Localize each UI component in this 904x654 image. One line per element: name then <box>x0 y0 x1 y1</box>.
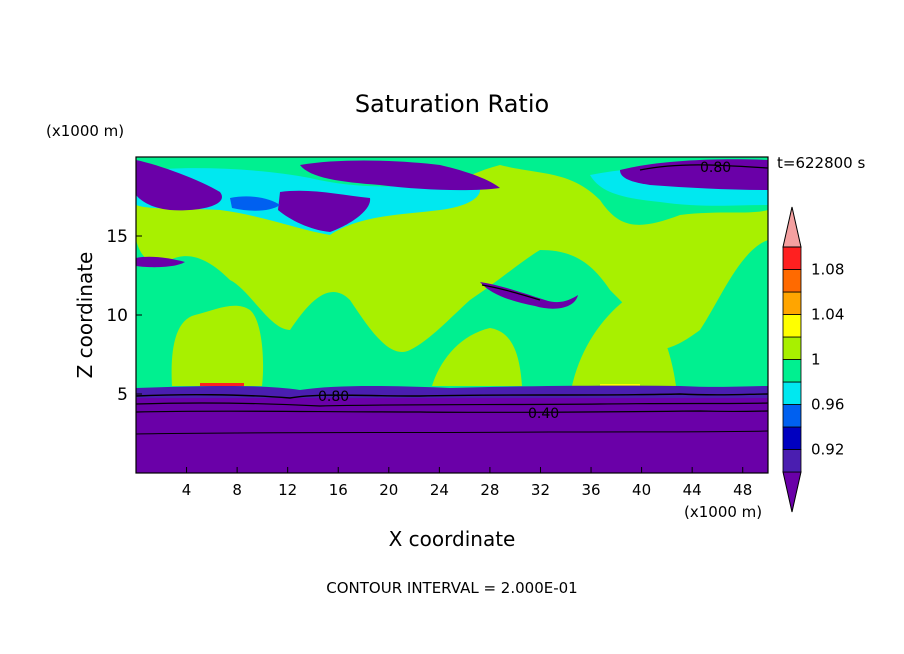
colorbar-swatch <box>782 359 802 383</box>
plot-area: 0.80 0.80 0.40 4 8 12 16 20 24 28 32 36 40 44 48 51… <box>106 156 769 499</box>
y-tick-label: 5 <box>117 385 128 405</box>
x-tick-label: 24 <box>430 481 449 499</box>
field-bubble-middle <box>432 328 522 386</box>
chart-title: Saturation Ratio <box>355 90 549 118</box>
colorbar-label: 1.08 <box>811 261 844 279</box>
colorbar-swatch <box>782 291 802 315</box>
contour-line-020 <box>136 430 768 435</box>
colorbar-swatch <box>782 269 802 293</box>
contour-line-upper <box>639 164 768 171</box>
colorbar: 0.92 0.96 1 1.04 1.08 <box>782 206 844 513</box>
contour-label-boundary-top: 0.80 <box>318 389 349 405</box>
field-boundary-layer <box>136 398 768 473</box>
x-axis-label: X coordinate <box>389 527 516 551</box>
contour-label-boundary-mid: 0.40 <box>528 406 559 422</box>
y-tick-label: 10 <box>106 306 128 326</box>
contour-label-upper: 0.80 <box>700 160 731 176</box>
field-bubble-left <box>171 305 264 386</box>
x-tick-label: 8 <box>232 481 242 499</box>
x-tick-label: 16 <box>329 481 348 499</box>
x-tick-label: 32 <box>531 481 550 499</box>
field-dry-patch-upper-center <box>278 190 371 232</box>
field-dry-patch-upper-left-inner <box>136 160 222 211</box>
colorbar-over-triangle <box>782 206 802 248</box>
colorbar-label: 0.92 <box>811 441 844 459</box>
colorbar-swatch <box>782 336 802 360</box>
colorbar-under-triangle <box>782 471 802 513</box>
colorbar-label: 1.04 <box>811 306 844 324</box>
contour-line-040 <box>136 410 768 414</box>
x-tick-label: 12 <box>278 481 297 499</box>
colorbar-label: 1 <box>811 351 821 369</box>
x-axis-ticks: 4 8 12 16 20 24 28 32 36 40 44 48 <box>182 467 752 499</box>
field-streak-left <box>200 383 244 386</box>
colorbar-swatch <box>782 246 802 270</box>
field-dry-patch-mid <box>480 282 578 309</box>
contour-line-060 <box>136 402 768 407</box>
x-unit-label: (x1000 m) <box>684 503 762 521</box>
x-tick-label: 28 <box>480 481 499 499</box>
colorbar-swatch <box>782 314 802 338</box>
contour-field: 0.80 0.80 0.40 <box>136 157 768 473</box>
x-tick-label: 48 <box>733 481 752 499</box>
colorbar-swatch <box>782 381 802 405</box>
y-tick-label: 15 <box>106 227 128 247</box>
x-tick-label: 44 <box>683 481 702 499</box>
y-axis-ticks: 5 10 15 <box>106 227 142 405</box>
y-axis-label: Z coordinate <box>73 252 97 379</box>
colorbar-swatch <box>782 426 802 450</box>
x-tick-label: 40 <box>632 481 651 499</box>
y-unit-label: (x1000 m) <box>46 122 124 140</box>
contour-line-080 <box>136 393 768 399</box>
field-dry-patch-blue <box>230 196 280 211</box>
colorbar-swatch <box>782 449 802 473</box>
contour-interval-note: CONTOUR INTERVAL = 2.000E-01 <box>326 579 577 597</box>
field-dry-patch-left-band <box>136 256 185 268</box>
contour-line-mid <box>481 284 541 301</box>
x-tick-label: 36 <box>581 481 600 499</box>
field-boundary-layer-transition <box>136 385 768 400</box>
field-dry-patch-top <box>300 160 500 191</box>
x-tick-label: 20 <box>379 481 398 499</box>
time-label: t=622800 s <box>777 154 865 172</box>
field-bubble-right <box>572 299 676 386</box>
x-tick-label: 4 <box>182 481 192 499</box>
colorbar-swatch <box>782 404 802 428</box>
field-streak-right <box>600 384 640 387</box>
colorbar-label: 0.96 <box>811 396 844 414</box>
